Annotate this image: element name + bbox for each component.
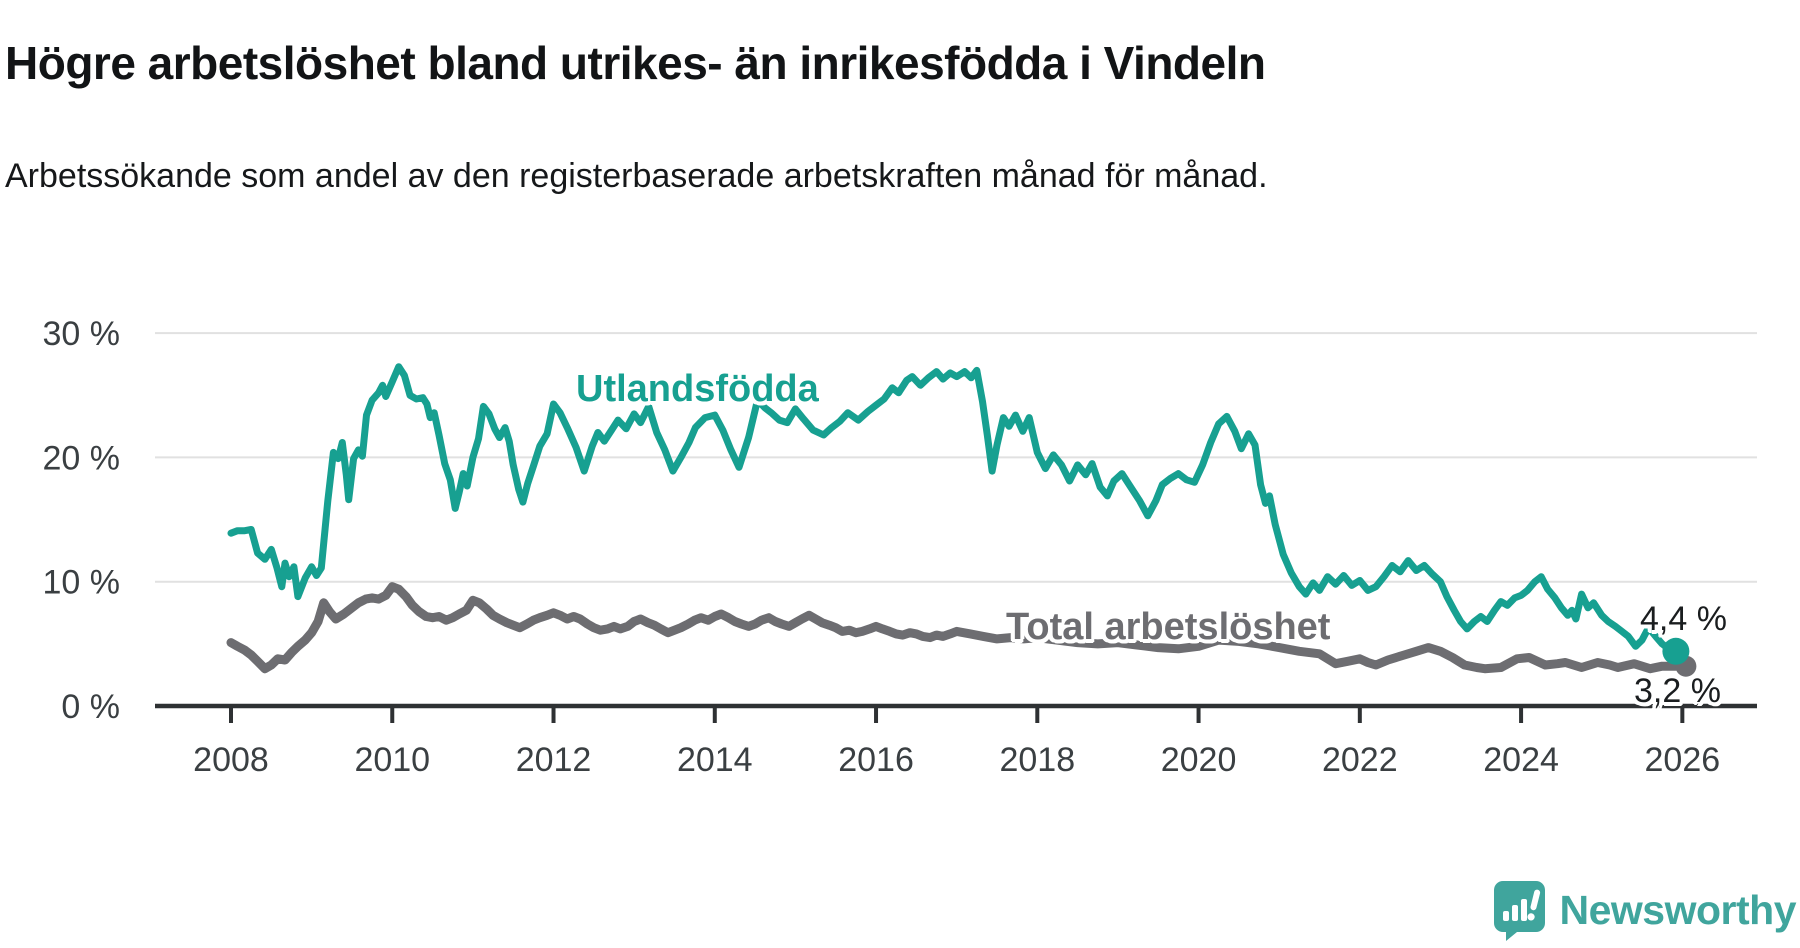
speech-bubble-shape — [1493, 881, 1545, 941]
series-label-utlandsfodda: Utlandsfödda — [576, 368, 819, 410]
x-tick-label-2022: 2022 — [1322, 741, 1398, 779]
x-tick-label-2010: 2010 — [354, 741, 430, 779]
x-tick-label-2012: 2012 — [516, 741, 592, 779]
series-line-total — [226, 582, 1681, 674]
end-dot-utlandsfodda — [1662, 637, 1690, 665]
x-tick-label-2024: 2024 — [1483, 741, 1559, 779]
newsworthy-speech-bubble-chart-icon — [1493, 881, 1545, 941]
series-label-total-arbetsloshet: Total arbetslöshet — [1006, 606, 1331, 648]
y-tick-label-20: 20 % — [43, 439, 121, 477]
end-value-label-utlandsfodda: 4,4 % — [1640, 600, 1727, 638]
bar-3 — [1520, 899, 1527, 921]
end-value-label-total: 3,2 % — [1634, 672, 1721, 710]
page-title: Högre arbetslöshet bland utrikes- än inr… — [5, 36, 1266, 89]
x-tick-label-2026: 2026 — [1645, 741, 1721, 779]
series-line-utlandsfodda — [227, 363, 1680, 655]
logo-text: Newsworthy — [1559, 886, 1797, 933]
bar-2 — [1511, 905, 1518, 921]
bar-1 — [1502, 911, 1509, 921]
x-tick-label-2020: 2020 — [1161, 741, 1237, 779]
x-tick-label-2016: 2016 — [838, 741, 914, 779]
exclamation-mark — [1526, 889, 1540, 921]
y-tick-label-0: 0 % — [61, 688, 120, 726]
x-tick-label-2014: 2014 — [677, 741, 753, 779]
x-tick-label-2018: 2018 — [999, 741, 1075, 779]
y-tick-label-10: 10 % — [43, 564, 121, 602]
y-tick-label-30: 30 % — [43, 315, 121, 353]
newsworthy-logo: Newsworthy — [1491, 878, 1797, 942]
x-tick-label-2008: 2008 — [193, 741, 269, 779]
chart-subtitle: Arbetssökande som andel av den registerb… — [5, 157, 1268, 195]
